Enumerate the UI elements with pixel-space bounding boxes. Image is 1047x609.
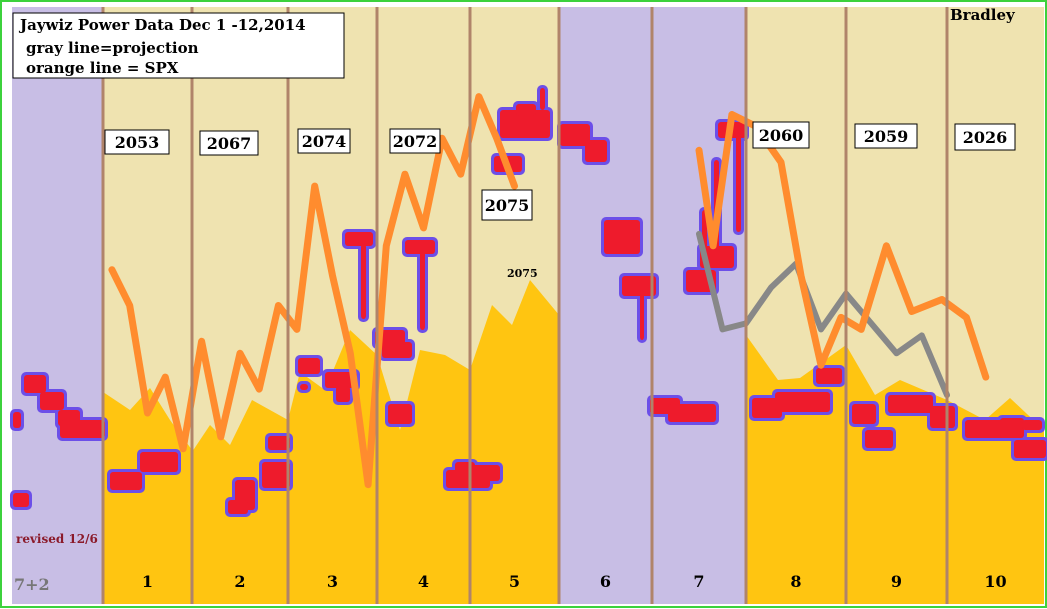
power-area-3: [377, 350, 470, 604]
red-blob-25: [470, 465, 500, 481]
red-blob-52: [1014, 440, 1046, 458]
value-label-0: 2053: [115, 133, 160, 152]
red-blob-28: [540, 88, 545, 110]
red-blob-46: [852, 404, 876, 424]
value-labels: 2053 2067 2074 2072 2075 2060 2059 2026: [104, 121, 1016, 221]
value-box-4: [481, 189, 533, 221]
corner-label: 7+2: [14, 575, 50, 594]
red-blob-51: [1000, 418, 1024, 438]
projection-line-1: [696, 230, 950, 399]
day-dividers: [101, 7, 949, 604]
day-label-2: 2: [234, 572, 245, 591]
value-label-1: 2067: [207, 134, 252, 153]
red-blob-47: [865, 430, 893, 448]
band-0: [12, 7, 103, 604]
red-blob-6: [110, 472, 142, 490]
day-label-1: 1: [142, 572, 153, 591]
red-blob-4: [13, 412, 21, 428]
spx-line-2: [695, 111, 990, 381]
red-blob-15: [336, 386, 350, 402]
red-blob-42: [736, 132, 741, 232]
value-label-4: 2075: [485, 196, 530, 215]
red-blob-44: [775, 392, 830, 412]
day-label-4: 4: [418, 572, 429, 591]
red-blob-43: [752, 398, 782, 418]
band-6: [559, 7, 652, 604]
red-blob-19: [382, 342, 412, 358]
value-box-6: [854, 123, 918, 149]
red-blob-3: [60, 420, 105, 438]
day-label-6: 6: [600, 572, 611, 591]
red-blob-36: [668, 404, 716, 422]
red-blob-14: [325, 372, 357, 388]
title-line-2: gray line=projection: [26, 39, 199, 57]
day-labels: 1 2 3 4 5 6 7 8 9 10: [142, 572, 1007, 591]
day-label-7: 7: [693, 572, 704, 591]
power-area-4: [470, 280, 559, 604]
day-label-5: 5: [509, 572, 520, 591]
value-box-3: [389, 128, 441, 154]
red-blob-12: [298, 358, 320, 374]
red-blob-45: [816, 368, 842, 384]
value-box-1: [199, 130, 259, 156]
title-line-1: Jaywiz Power Data Dec 1 -12,2014: [18, 16, 306, 34]
red-blob-48: [888, 395, 933, 413]
red-blob-13: [300, 384, 308, 390]
revision-note: revised 12/6: [16, 532, 98, 546]
red-blob-27: [516, 104, 536, 116]
red-blob-10: [262, 462, 290, 488]
red-blob-29: [560, 124, 590, 146]
red-blob-0: [24, 375, 46, 393]
value-label-6: 2059: [864, 127, 909, 146]
peak-label: 2075: [507, 267, 538, 280]
day-label-3: 3: [327, 572, 338, 591]
title-box: Jaywiz Power Data Dec 1 -12,2014 gray li…: [12, 12, 345, 79]
day-label-9: 9: [891, 572, 902, 591]
value-box-0: [104, 129, 170, 155]
red-blob-11: [268, 436, 290, 450]
red-blob-33: [622, 276, 656, 296]
red-blob-17: [361, 244, 366, 319]
author-label: Bradley: [950, 6, 1016, 24]
value-label-5: 2060: [759, 126, 804, 145]
value-label-2: 2074: [302, 132, 347, 151]
title-line-3: orange line = SPX: [26, 59, 179, 77]
red-blob-32: [604, 220, 640, 254]
spx-line-0: [108, 93, 518, 489]
red-blob-22: [420, 250, 425, 330]
value-label-7: 2026: [963, 128, 1008, 147]
series-lines: [108, 93, 990, 489]
value-box-5: [752, 121, 810, 149]
red-blob-5: [13, 493, 29, 507]
band-7: [652, 7, 746, 604]
red-blob-49: [930, 406, 955, 428]
red-blob-34: [640, 290, 644, 340]
red-blob-21: [405, 240, 435, 254]
day-label-8: 8: [790, 572, 801, 591]
day-label-10: 10: [984, 572, 1006, 591]
red-blob-30: [585, 140, 607, 162]
red-blob-26: [500, 110, 550, 138]
value-label-3: 2072: [393, 132, 438, 151]
red-blob-16: [345, 232, 373, 246]
red-blob-53: [1022, 420, 1042, 430]
red-blob-20: [388, 404, 412, 424]
red-blob-7: [140, 452, 178, 472]
value-box-2: [297, 128, 351, 154]
power-area-0: [103, 388, 192, 604]
value-box-7: [954, 123, 1016, 151]
red-blob-50: [965, 420, 1005, 438]
red-blob-1: [40, 392, 64, 410]
red-blob-9: [228, 500, 248, 514]
